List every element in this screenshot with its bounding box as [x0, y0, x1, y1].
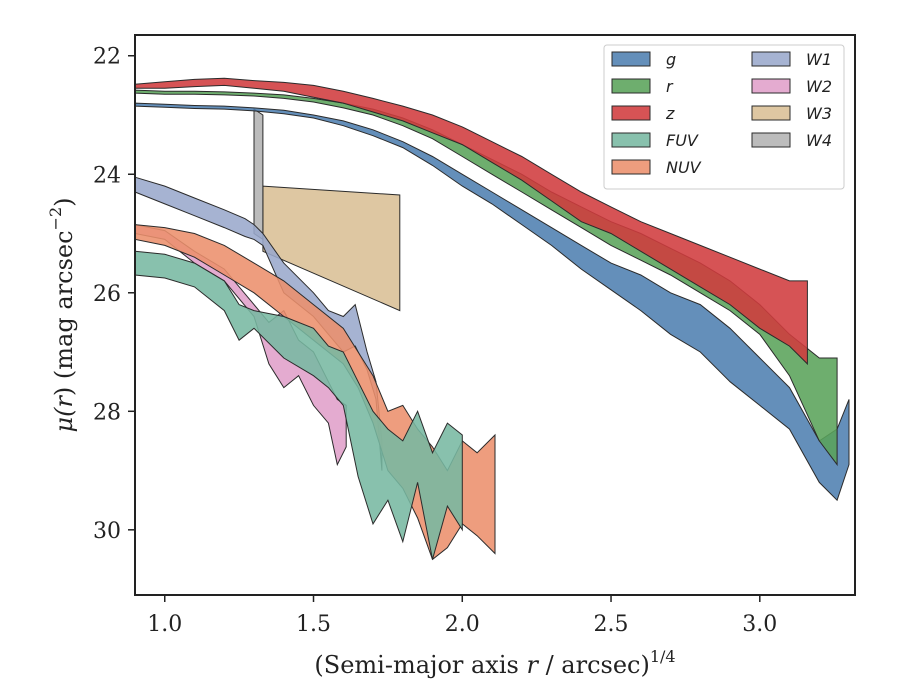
x-tick-label: 1.5 — [296, 612, 331, 637]
legend-swatch-w4 — [751, 132, 791, 148]
legend-swatch-w1 — [751, 51, 791, 67]
legend-label-w3: W3 — [806, 104, 832, 123]
band-layer — [134, 77, 850, 561]
y-tick-label: 26 — [93, 282, 121, 307]
legend-swatch-nuv — [611, 159, 651, 175]
legend-swatch-w2 — [751, 78, 791, 94]
x-tick-label: 2.0 — [445, 612, 480, 637]
plot-frame — [134, 34, 856, 596]
y-axis-label: μ(r) (mag arcsec−2) — [46, 197, 78, 432]
y-tick-label: 30 — [93, 519, 121, 544]
y-tick-label: 24 — [93, 163, 121, 188]
legend-label-w2: W2 — [806, 77, 832, 96]
tick-layer: 1.0 1.5 2.0 2.5 3.0 22 24 26 28 30 — [93, 45, 777, 637]
legend-swatch-r — [611, 78, 651, 94]
y-tick-label: 22 — [93, 45, 121, 70]
legend-label-fuv: FUV — [666, 131, 699, 150]
x-tick-label: 3.0 — [742, 612, 777, 637]
legend-label-w1: W1 — [806, 50, 832, 69]
band-w4 — [253, 108, 264, 241]
legend: grz FUV NUV W1 W2 W3 W4 — [603, 44, 845, 190]
legend-label-r: r — [666, 77, 674, 96]
band-fuv — [134, 250, 463, 560]
band-g — [134, 102, 850, 502]
legend-label-z: z — [665, 104, 675, 123]
legend-swatch-z — [611, 105, 651, 121]
legend-swatch-w3 — [751, 105, 791, 121]
x-tick-label: 1.0 — [147, 612, 182, 637]
x-axis-label: (Semi-major axis r / arcsec)1/4 — [314, 647, 675, 679]
legend-label-g: g — [666, 50, 676, 69]
legend-swatch-g — [611, 51, 651, 67]
x-tick-label: 2.5 — [594, 612, 629, 637]
legend-swatch-fuv — [611, 132, 651, 148]
legend-label-w4: W4 — [806, 131, 832, 150]
band-z — [134, 77, 808, 366]
y-tick-label: 28 — [93, 400, 121, 425]
legend-label-nuv: NUV — [666, 158, 702, 177]
